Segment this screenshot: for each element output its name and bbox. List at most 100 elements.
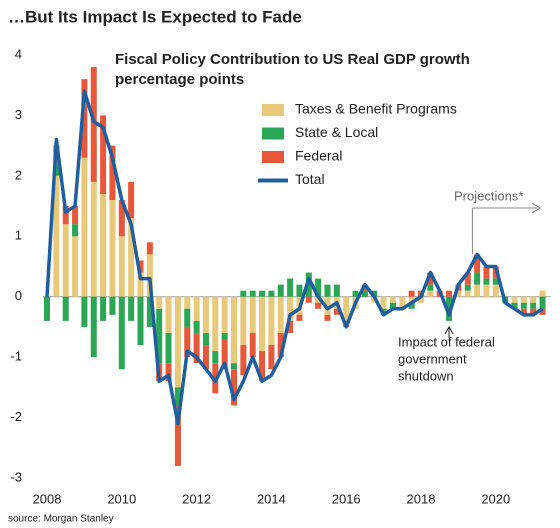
bar <box>287 320 294 333</box>
bar <box>539 308 546 315</box>
x-tick-label: 2008 <box>33 491 62 506</box>
bar <box>165 332 172 364</box>
bar <box>371 290 378 297</box>
source: source: Morgan Stanley <box>8 514 114 525</box>
bar <box>53 163 60 176</box>
bar <box>446 290 453 297</box>
bar <box>474 284 481 297</box>
bar <box>202 332 209 346</box>
bar <box>146 296 153 327</box>
bar <box>221 296 228 333</box>
line <box>45 89 544 426</box>
bar <box>315 278 322 297</box>
bar <box>128 181 135 219</box>
bar <box>277 284 284 297</box>
y-tick-label: 0 <box>15 288 22 303</box>
annotation-arrow <box>444 325 454 335</box>
bar <box>268 290 275 297</box>
bar <box>446 296 453 321</box>
x-tick-label: 2020 <box>481 491 510 506</box>
bar <box>483 266 490 279</box>
bar <box>268 296 275 346</box>
bar <box>333 308 340 315</box>
bar <box>474 272 481 285</box>
bar <box>165 296 172 333</box>
legend-label: Federal <box>295 148 342 164</box>
subtitle: Fiscal Policy Contribution to US Real GD… <box>115 51 470 68</box>
bar <box>418 296 424 303</box>
y-tick-label: 3 <box>15 107 22 122</box>
bar <box>212 296 219 352</box>
legend-label: Taxes & Benefit Programs <box>295 101 457 117</box>
bar <box>399 296 406 309</box>
bar <box>287 296 294 321</box>
bar <box>464 272 471 285</box>
bar <box>72 206 79 225</box>
bar <box>212 351 219 364</box>
bar <box>361 290 368 297</box>
annotation: Projections* <box>454 188 523 203</box>
bar <box>305 296 312 303</box>
bar <box>128 218 135 297</box>
bar <box>221 339 228 370</box>
bar <box>389 302 396 309</box>
bar <box>333 284 340 297</box>
bar <box>315 296 322 303</box>
bar <box>118 200 125 237</box>
legend-label: Total <box>295 171 325 187</box>
bar <box>240 345 247 376</box>
bar <box>202 296 209 333</box>
bar <box>100 193 107 297</box>
bar <box>184 326 191 358</box>
bar <box>483 284 490 297</box>
bar <box>427 272 434 285</box>
bar <box>530 302 537 309</box>
bar <box>118 236 125 297</box>
bar <box>221 332 228 340</box>
bar <box>455 290 462 297</box>
bar <box>137 296 144 346</box>
bar <box>193 320 200 333</box>
subtitle: percentage points <box>115 71 244 88</box>
legend-swatch <box>262 104 284 116</box>
bar <box>202 345 209 370</box>
bar <box>539 290 546 297</box>
bar <box>277 332 284 358</box>
bar <box>492 284 499 297</box>
bar <box>277 296 284 333</box>
bar <box>520 302 527 309</box>
bar <box>464 290 471 297</box>
bar <box>156 308 163 364</box>
y-tick-label: -2 <box>10 409 22 424</box>
bar <box>389 296 396 303</box>
bar <box>174 296 181 388</box>
bar <box>146 242 153 255</box>
bar <box>62 224 69 297</box>
bar <box>90 67 97 182</box>
bar <box>287 278 294 297</box>
bar <box>174 387 181 406</box>
bar <box>72 236 79 297</box>
y-tick-label: -3 <box>10 469 22 484</box>
bar <box>109 296 116 315</box>
bar <box>118 296 125 370</box>
bar <box>146 254 153 297</box>
bar <box>44 296 50 321</box>
bar <box>128 296 135 321</box>
x-tick-label: 2010 <box>107 491 136 506</box>
bar <box>474 254 481 273</box>
bar <box>408 290 415 297</box>
bar <box>62 296 69 321</box>
bar <box>427 290 434 297</box>
bar <box>62 206 69 225</box>
bar <box>259 290 266 297</box>
bar <box>231 296 237 364</box>
bar <box>240 296 247 346</box>
x-tick-label: 2018 <box>407 491 436 506</box>
bar <box>100 115 107 194</box>
bar <box>90 296 97 358</box>
bar <box>249 290 256 297</box>
bar <box>165 363 172 382</box>
annotation-arrow <box>531 202 541 214</box>
bar <box>193 296 200 321</box>
